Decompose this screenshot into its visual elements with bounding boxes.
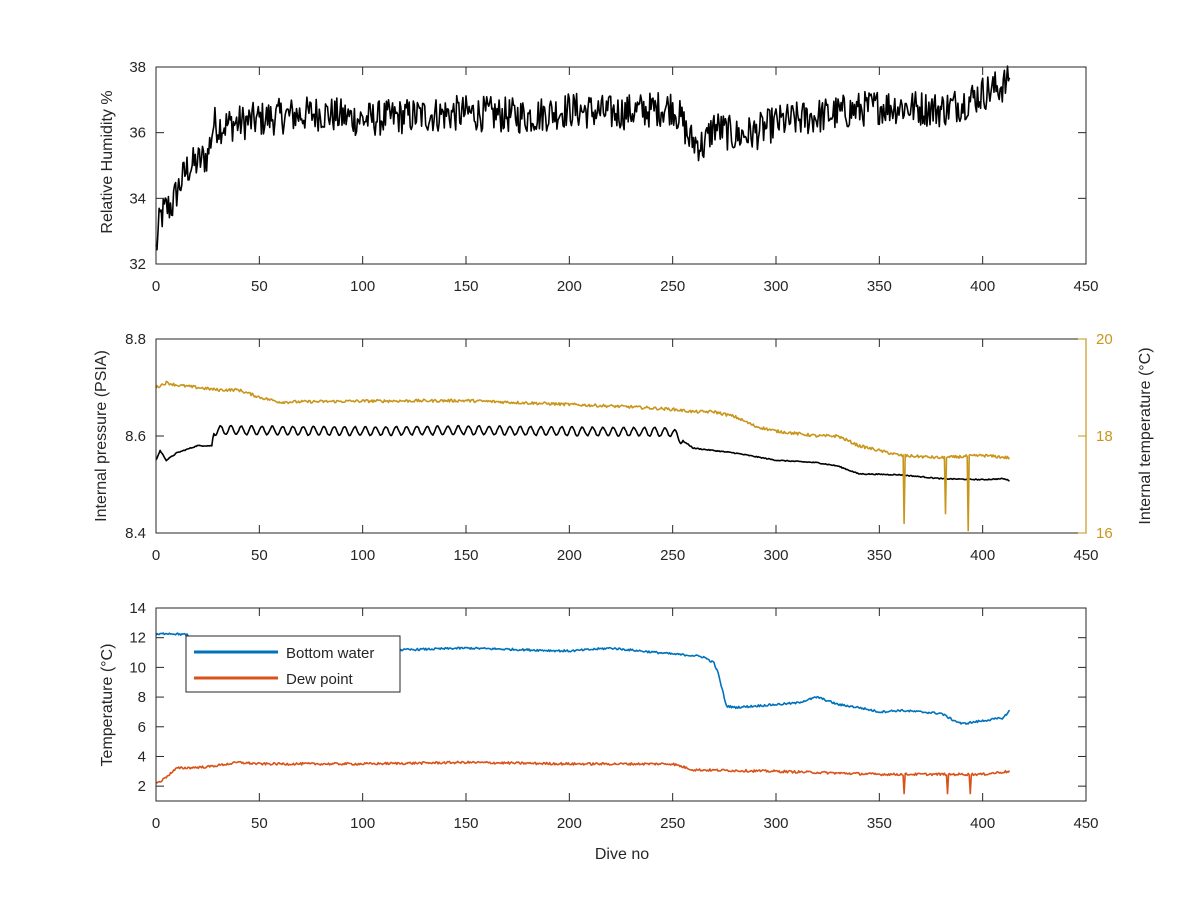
temperature-y-tick-label: 4	[138, 748, 146, 765]
temperature-x-tick-label: 300	[763, 815, 788, 832]
temperature-x-tick-label: 200	[557, 815, 582, 832]
humidity-x-tick-label: 200	[557, 278, 582, 295]
pressure-y-tick-label: 8.4	[125, 525, 146, 542]
pressure-x-tick-label: 450	[1073, 547, 1098, 564]
temperature-y-tick-label: 10	[129, 659, 146, 676]
legend: Bottom water Dew point	[185, 635, 401, 693]
humidity-plot: 0 50 100 150 200 250 300 350 400 450 32 34 36 38 Rela…	[99, 59, 1099, 295]
pressure-x-tick-label: 100	[350, 547, 375, 564]
temperature-x-tick-label: 350	[867, 815, 892, 832]
pressure-temperature-plot: 0 50 100 150 200 250 300 350 400 450 8.4 8.6 8.8 16 18…	[93, 331, 1154, 564]
humidity-y-axis-label: Relative Humidity %	[99, 90, 116, 233]
pressure-x-tick-label: 400	[970, 547, 995, 564]
pressure-x-tick-label: 200	[557, 547, 582, 564]
humidity-x-tick-label: 250	[660, 278, 685, 295]
humidity-y-tick-label: 36	[129, 125, 146, 142]
humidity-x-tick-label: 350	[867, 278, 892, 295]
pressure-plot-area: 0 50 100 150 200 250 300 350 400 450 8.4 8.6 8.8 16 18…	[125, 331, 1113, 564]
internal-temperature-line	[155, 380, 1011, 532]
humidity-x-tick-label: 100	[350, 278, 375, 295]
humidity-y-tick-label: 32	[129, 256, 146, 273]
temperature-y-tick-label: 14	[129, 600, 146, 617]
pressure-x-tick-label: 250	[660, 547, 685, 564]
temperature-y-tick-label: 8	[138, 689, 146, 706]
pressure-y-tick-label: 8.6	[125, 428, 146, 445]
temperature-y-tick-label: 6	[138, 719, 146, 736]
internal-temperature-y-tick-label: 20	[1096, 331, 1113, 348]
legend-label-dew-point: Dew point	[286, 671, 354, 688]
temperature-y-axis-label: Temperature (°C)	[99, 644, 116, 767]
temperature-x-tick-label: 150	[453, 815, 478, 832]
humidity-x-tick-label: 50	[251, 278, 268, 295]
humidity-x-tick-label: 300	[763, 278, 788, 295]
temperature-axes-box	[155, 607, 1087, 802]
temperature-plot: 0 50 100 150 200 250 300 350 400 450 2 4 6 8 10 12 14 Te…	[99, 600, 1099, 863]
temperature-x-tick-label: 400	[970, 815, 995, 832]
dew-point-line	[155, 760, 1011, 795]
humidity-x-tick-label: 150	[453, 278, 478, 295]
pressure-x-tick-label: 350	[867, 547, 892, 564]
x-axis-label: Dive no	[595, 846, 649, 863]
humidity-line	[155, 65, 1011, 251]
pressure-x-tick-label: 300	[763, 547, 788, 564]
temperature-y-tick-label: 2	[138, 778, 146, 795]
humidity-x-tick-label: 400	[970, 278, 995, 295]
humidity-x-tick-label: 0	[152, 278, 160, 295]
legend-label-bottom-water: Bottom water	[286, 645, 374, 662]
pressure-x-tick-label: 50	[251, 547, 268, 564]
internal-temperature-y-tick-label: 16	[1096, 525, 1113, 542]
humidity-plot-area: 0 50 100 150 200 250 300 350 400 450 32 34 36 38	[129, 59, 1098, 295]
temperature-plot-area: 0 50 100 150 200 250 300 350 400 450 2 4 6 8 10 12 14	[129, 600, 1098, 832]
legend-box	[185, 635, 401, 693]
pressure-line	[155, 424, 1010, 482]
humidity-y-tick-label: 38	[129, 59, 146, 76]
temperature-y-tick-label: 12	[129, 630, 146, 647]
internal-temperature-y-tick-label: 18	[1096, 428, 1113, 445]
pressure-x-tick-label: 0	[152, 547, 160, 564]
humidity-y-tick-label: 34	[129, 190, 146, 207]
temperature-x-tick-label: 0	[152, 815, 160, 832]
temperature-x-tick-label: 100	[350, 815, 375, 832]
pressure-y-tick-label: 8.8	[125, 331, 146, 348]
temperature-x-tick-label: 250	[660, 815, 685, 832]
humidity-x-tick-label: 450	[1073, 278, 1098, 295]
temperature-x-tick-label: 50	[251, 815, 268, 832]
pressure-y-axis-label: Internal pressure (PSIA)	[93, 350, 110, 522]
internal-temperature-y-axis-label: Internal temperature (°C)	[1137, 347, 1154, 524]
temperature-x-tick-label: 450	[1073, 815, 1098, 832]
pressure-x-tick-label: 150	[453, 547, 478, 564]
humidity-axes-box	[155, 66, 1087, 265]
